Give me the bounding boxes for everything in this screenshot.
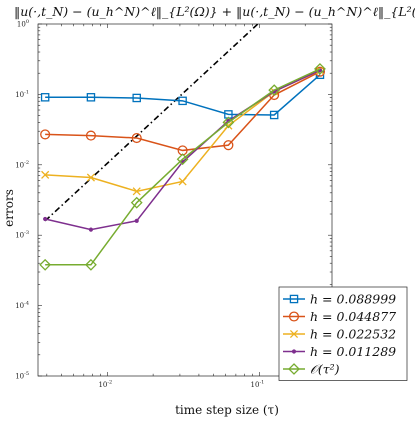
legend: h = 0.088999 h = 0.044877 h = 0.022532 h = … [278,286,408,381]
data-point-series-5 [130,196,143,209]
data-point-series-3 [178,177,187,186]
data-point-series-1 [132,93,141,103]
legend-entry-1: h = 0.088999 [310,292,396,307]
y-tick-label: 10-2 [15,160,29,170]
x-axis-label: time step size (τ) [175,403,279,417]
legend-entry-3: h = 0.022532 [310,327,396,342]
data-point-series-1 [86,93,96,102]
data-point-series-1 [178,96,187,106]
data-point-series-3 [86,173,95,182]
data-point-series-5 [268,84,281,97]
legend-swatch-marker [291,349,297,354]
data-point-series-2 [85,130,96,141]
legend-entry-2: h = 0.044877 [310,309,396,324]
data-point-series-2 [40,129,51,140]
data-point-series-2 [223,140,234,151]
x-tick-label: 10-1 [251,380,265,390]
data-point-series-4 [43,216,48,222]
y-tick-label: 10-1 [15,89,29,99]
data-point-series-5 [314,63,326,75]
reference-line [44,24,260,222]
y-axis-label: errors [2,189,16,227]
data-point-series-5 [39,258,52,271]
series-line-1 [45,74,321,116]
series-line-5 [45,68,321,266]
data-point-series-1 [269,110,279,120]
y-tick-label: 10-5 [15,371,29,381]
data-point-series-4 [88,227,94,232]
legend-entry-5: 𝒪(τ²) [310,362,340,377]
data-point-series-5 [176,153,189,166]
data-point-series-5 [222,116,235,129]
chart-title: ‖u(·,t_N) − (u_h^N)^ℓ‖_{L²(Ω)} + ‖u(·,t_… [14,4,415,19]
y-tick-label: 10-3 [15,230,29,240]
legend-swatch-marker [289,329,299,339]
legend-swatch-marker [288,311,300,322]
x-tick-label: 10-2 [98,380,112,390]
y-tick-label: 10-4 [15,301,29,311]
y-tick-label: 100 [17,19,29,29]
data-point-series-1 [40,93,50,102]
data-point-series-5 [85,258,97,271]
data-point-series-3 [41,170,50,179]
legend-entry-4: h = 0.011289 [310,344,396,359]
data-point-series-4 [134,218,139,223]
data-point-series-3 [132,187,141,196]
legend-swatch-marker [288,363,300,375]
data-point-series-2 [131,132,142,144]
legend-swatch-marker [289,294,299,304]
plot-frame [37,23,333,377]
